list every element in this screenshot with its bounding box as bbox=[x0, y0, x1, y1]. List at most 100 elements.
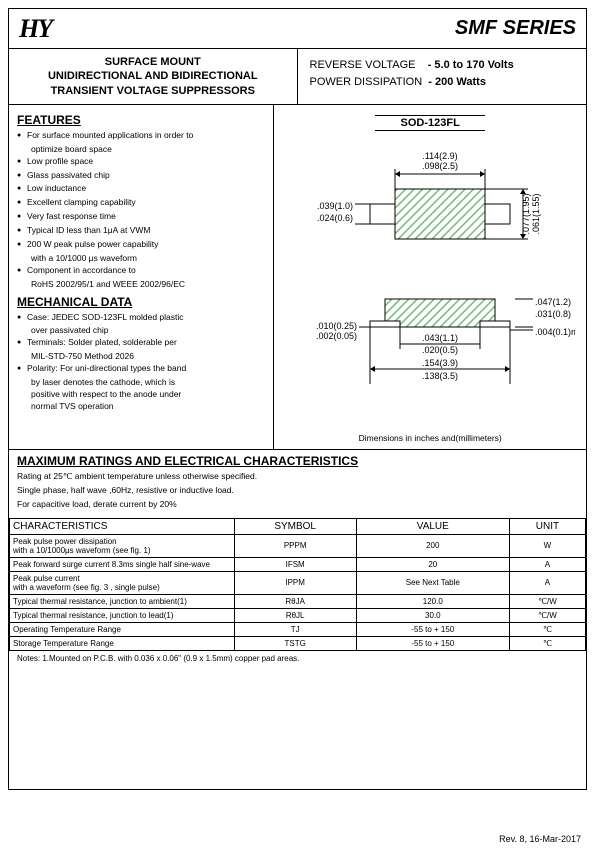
revision-footer: Rev. 8, 16-Mar-2017 bbox=[499, 834, 581, 844]
mech-sub: normal TVS operation bbox=[17, 401, 265, 413]
feature-item: Low profile space bbox=[17, 156, 265, 168]
mechanical-heading: MECHANICAL DATA bbox=[17, 295, 265, 309]
feature-item: For surface mounted applications in orde… bbox=[17, 130, 265, 142]
dim-text: .010(0.25) bbox=[316, 321, 357, 331]
cell-unit: A bbox=[509, 571, 585, 594]
cell-value: -55 to + 150 bbox=[356, 622, 509, 636]
table-row: Operating Temperature RangeTJ-55 to + 15… bbox=[10, 622, 586, 636]
reverse-voltage: REVERSE VOLTAGE - 5.0 to 170 Volts bbox=[310, 57, 575, 74]
dim-text: .138(3.5) bbox=[422, 371, 458, 381]
cell-unit: ℃ bbox=[509, 622, 585, 636]
package-label: SOD-123FL bbox=[375, 115, 485, 131]
feature-item: 200 W peak pulse power capability bbox=[17, 239, 265, 251]
top-view-drawing: .114(2.9) .098(2.5) .077(1.95) .061(1.55… bbox=[285, 139, 575, 269]
ratings-heading: MAXIMUM RATINGS AND ELECTRICAL CHARACTER… bbox=[9, 450, 586, 470]
header-left-line1: SURFACE MOUNT bbox=[13, 55, 293, 69]
dim-text: .024(0.6) bbox=[317, 213, 353, 223]
cell-char: Operating Temperature Range bbox=[10, 622, 235, 636]
dim-text: .154(3.9) bbox=[422, 358, 458, 368]
dim-text: .098(2.5) bbox=[422, 161, 458, 171]
side-view-drawing: .047(1.2) .031(0.8) .004(0.1)max .010(0.… bbox=[285, 269, 575, 399]
mech-item: Polarity: For uni-directional types the … bbox=[17, 363, 265, 375]
features-heading: FEATURES bbox=[17, 113, 265, 127]
table-row: Peak pulse power dissipation with a 10/1… bbox=[10, 534, 586, 557]
table-row: Typical thermal resistance, junction to … bbox=[10, 594, 586, 608]
left-column: FEATURES For surface mounted application… bbox=[9, 105, 274, 449]
cell-symbol: TSTG bbox=[234, 636, 356, 650]
cell-symbol: IPPM bbox=[234, 571, 356, 594]
feature-sub: RoHS 2002/95/1 and WEEE 2002/96/EC bbox=[17, 279, 265, 291]
cell-symbol: TJ bbox=[234, 622, 356, 636]
feature-item: Glass passivated chip bbox=[17, 170, 265, 182]
table-notes: Notes: 1.Mounted on P.C.B. with 0.036 x … bbox=[9, 651, 586, 666]
cell-value: 120.0 bbox=[356, 594, 509, 608]
mech-item: Terminals: Solder plated, solderable per bbox=[17, 337, 265, 349]
product-type-box: SURFACE MOUNT UNIDIRECTIONAL AND BIDIREC… bbox=[9, 49, 298, 104]
feature-item: Low inductance bbox=[17, 183, 265, 195]
cell-symbol: PPPM bbox=[234, 534, 356, 557]
cell-char: Peak pulse power dissipation with a 10/1… bbox=[10, 534, 235, 557]
feature-sub: with a 10/1000 μs waveform bbox=[17, 253, 265, 265]
dimensions-note: Dimensions in inches and(millimeters) bbox=[280, 433, 580, 443]
feature-item: Excellent clamping capability bbox=[17, 197, 265, 209]
top-bar: HY SMF SERIES bbox=[9, 9, 586, 49]
mech-sub: MIL-STD-750 Method 2026 bbox=[17, 351, 265, 363]
cell-symbol: IFSM bbox=[234, 557, 356, 571]
table-row: Peak forward surge current 8.3ms single … bbox=[10, 557, 586, 571]
col-unit: UNIT bbox=[509, 518, 585, 534]
ratings-text: For capacitive load, derate current by 2… bbox=[9, 498, 586, 512]
dim-text: .020(0.5) bbox=[422, 345, 458, 355]
feature-sub: optimize board space bbox=[17, 144, 265, 156]
cell-unit: ℃/W bbox=[509, 608, 585, 622]
col-symbol: SYMBOL bbox=[234, 518, 356, 534]
dim-text: .047(1.2) bbox=[535, 297, 571, 307]
feature-item: Component in accordance to bbox=[17, 265, 265, 277]
header-row: SURFACE MOUNT UNIDIRECTIONAL AND BIDIREC… bbox=[9, 49, 586, 105]
mech-sub: positive with respect to the anode under bbox=[17, 389, 265, 401]
ratings-text: Rating at 25℃ ambient temperature unless… bbox=[9, 470, 586, 484]
dim-text: .031(0.8) bbox=[535, 309, 571, 319]
mech-item: Case: JEDEC SOD-123FL molded plastic bbox=[17, 312, 265, 324]
cell-unit: ℃ bbox=[509, 636, 585, 650]
feature-item: Very fast response time bbox=[17, 211, 265, 223]
cell-value: 30.0 bbox=[356, 608, 509, 622]
dim-text: .061(1.55) bbox=[531, 193, 541, 234]
cell-char: Typical thermal resistance, junction to … bbox=[10, 594, 235, 608]
feature-item: Typical ID less than 1μA at VWM bbox=[17, 225, 265, 237]
cell-char: Typical thermal resistance, junction to … bbox=[10, 608, 235, 622]
cell-value: 200 bbox=[356, 534, 509, 557]
cell-char: Storage Temperature Range bbox=[10, 636, 235, 650]
cell-value: See Next Table bbox=[356, 571, 509, 594]
cell-symbol: RθJL bbox=[234, 608, 356, 622]
page-frame: HY SMF SERIES SURFACE MOUNT UNIDIRECTION… bbox=[8, 8, 587, 790]
header-left-line3: TRANSIENT VOLTAGE SUPPRESSORS bbox=[13, 84, 293, 98]
cell-unit: A bbox=[509, 557, 585, 571]
main-split: FEATURES For surface mounted application… bbox=[9, 105, 586, 450]
dim-text: .114(2.9) bbox=[423, 151, 458, 161]
header-left-line2: UNIDIRECTIONAL AND BIDIRECTIONAL bbox=[13, 69, 293, 83]
dim-text: .002(0.05) bbox=[316, 331, 357, 341]
specs-box: REVERSE VOLTAGE - 5.0 to 170 Volts POWER… bbox=[298, 49, 587, 104]
cell-unit: ℃/W bbox=[509, 594, 585, 608]
dim-text: .077(1.95) bbox=[521, 193, 531, 234]
series-title: SMF SERIES bbox=[455, 17, 576, 40]
right-column: SOD-123FL bbox=[274, 105, 586, 449]
table-row: Storage Temperature RangeTSTG-55 to + 15… bbox=[10, 636, 586, 650]
power-dissipation: POWER DISSIPATION - 200 Watts bbox=[310, 74, 575, 91]
table-row: Peak pulse current with a waveform (see … bbox=[10, 571, 586, 594]
cell-value: -55 to + 150 bbox=[356, 636, 509, 650]
cell-char: Peak pulse current with a waveform (see … bbox=[10, 571, 235, 594]
table-header-row: CHARACTERISTICS SYMBOL VALUE UNIT bbox=[10, 518, 586, 534]
characteristics-table: CHARACTERISTICS SYMBOL VALUE UNIT Peak p… bbox=[9, 518, 586, 651]
ratings-text: Single phase, half wave ,60Hz, resistive… bbox=[9, 484, 586, 498]
table-row: Typical thermal resistance, junction to … bbox=[10, 608, 586, 622]
cell-unit: W bbox=[509, 534, 585, 557]
cell-symbol: RθJA bbox=[234, 594, 356, 608]
col-value: VALUE bbox=[356, 518, 509, 534]
cell-char: Peak forward surge current 8.3ms single … bbox=[10, 557, 235, 571]
dim-text: .039(1.0) bbox=[317, 201, 353, 211]
mech-sub: over passivated chip bbox=[17, 325, 265, 337]
cell-value: 20 bbox=[356, 557, 509, 571]
package-diagram: .114(2.9) .098(2.5) .077(1.95) .061(1.55… bbox=[280, 139, 580, 429]
dim-text: .043(1.1) bbox=[422, 333, 458, 343]
